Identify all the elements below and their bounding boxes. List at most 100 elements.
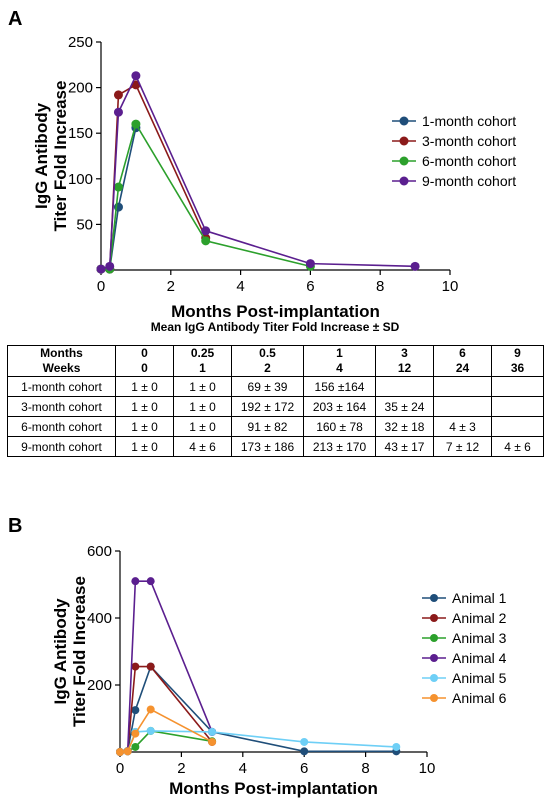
data-point <box>116 748 124 756</box>
table-cell: 4 ± 6 <box>491 436 544 457</box>
table-cell: 156 ±164 <box>303 376 376 397</box>
table-cell: 35 ± 24 <box>375 396 434 417</box>
table-cell <box>375 376 434 397</box>
table-cell: 32 ± 18 <box>375 416 434 437</box>
y-axis-title: IgG Antibody Titer Fold Increase <box>51 576 89 727</box>
header-weeks-5: 12 <box>397 361 412 375</box>
legend-label: 1-month cohort <box>422 113 516 129</box>
legend-marker <box>430 614 438 622</box>
legend-marker <box>399 156 409 166</box>
table-cell <box>491 376 544 397</box>
panel-a-letter: A <box>8 8 23 30</box>
x-tick-label: 6 <box>306 278 314 295</box>
data-point <box>131 706 140 715</box>
table-row: 6-month cohort 1 ± 0 1 ± 0 91 ± 82 160 ±… <box>7 416 544 437</box>
table-cell: 7 ± 12 <box>433 436 492 457</box>
table-row: 3-month cohort 1 ± 0 1 ± 0 192 ± 172 203… <box>7 396 544 417</box>
data-point <box>113 182 123 192</box>
table-cell <box>491 416 544 437</box>
header-months-1: 0 <box>141 346 148 360</box>
legend-label: Animal 4 <box>452 650 507 666</box>
table-cell <box>491 396 544 417</box>
legend-label: 9-month cohort <box>422 173 516 189</box>
header-weeks-1: 0 <box>141 361 148 375</box>
data-point <box>208 737 217 746</box>
header-cell: 6 24 <box>433 345 492 377</box>
y-tick-label: 600 <box>87 543 112 560</box>
y-axis-title-line: Titer Fold Increase <box>51 81 70 232</box>
data-point <box>146 705 155 714</box>
table-cell: 91 ± 82 <box>231 416 304 437</box>
y-axis-title-line: IgG Antibody <box>51 598 70 705</box>
header-weeks-4: 4 <box>336 361 343 375</box>
x-axis-title: Months Post-implantation <box>169 779 378 798</box>
table-cell: 9-month cohort <box>7 436 116 457</box>
header-weeks-6: 24 <box>455 361 470 375</box>
table-cell <box>433 376 492 397</box>
x-tick-label: 2 <box>167 278 175 295</box>
y-tick-label: 200 <box>87 677 112 694</box>
table-cell: 160 ± 78 <box>303 416 376 437</box>
table-row: 9-month cohort 1 ± 0 4 ± 6 173 ± 186 213… <box>7 436 544 457</box>
y-axis-title: IgG Antibody Titer Fold Increase <box>32 81 70 232</box>
data-point <box>131 742 140 751</box>
header-months-0: Months <box>40 346 83 360</box>
legend-marker <box>430 654 438 662</box>
legend-label: 3-month cohort <box>422 133 516 149</box>
table-title: Mean IgG Antibody Titer Fold Increase ± … <box>150 320 400 334</box>
x-tick-label: 10 <box>419 760 436 777</box>
data-point <box>201 236 211 246</box>
header-weeks-7: 36 <box>510 361 525 375</box>
table-cell: 43 ± 17 <box>375 436 434 457</box>
x-tick-label: 4 <box>239 760 247 777</box>
data-point <box>123 747 132 756</box>
header-cell: 9 36 <box>491 345 544 377</box>
header-weeks-0: Weeks <box>42 361 81 375</box>
table-cell: 203 ± 164 <box>303 396 376 417</box>
y-axis-title-line: IgG Antibody <box>32 102 51 209</box>
header-months-6: 6 <box>459 346 466 360</box>
header-months-7: 9 <box>514 346 521 360</box>
header-weeks-3: 2 <box>264 361 271 375</box>
header-months-5: 3 <box>401 346 408 360</box>
data-point <box>410 261 420 271</box>
table-cell: 1 ± 0 <box>115 396 174 417</box>
data-point <box>146 726 155 735</box>
chart-b: 0 2 4 6 8 10 200 400 600 Months Post-implantation… <box>51 543 507 798</box>
table-cell: 1-month cohort <box>7 376 116 397</box>
header-weeks-2: 1 <box>199 361 206 375</box>
table-cell: 1 ± 0 <box>115 436 174 457</box>
table-cell <box>433 396 492 417</box>
table-cell: 4 ± 6 <box>173 436 232 457</box>
data-point <box>131 119 141 129</box>
table-cell: 192 ± 172 <box>231 396 304 417</box>
legend-marker <box>430 674 438 682</box>
x-tick-label: 10 <box>442 278 459 295</box>
x-tick-label: 8 <box>361 760 369 777</box>
legend-marker <box>399 176 409 186</box>
data-point <box>208 727 217 736</box>
table-cell: 1 ± 0 <box>115 416 174 437</box>
legend-label: Animal 3 <box>452 630 507 646</box>
legend-label: Animal 2 <box>452 610 507 626</box>
series-line <box>101 127 137 270</box>
legend-label: 6-month cohort <box>422 153 516 169</box>
data-point <box>113 107 123 117</box>
legend-label: Animal 5 <box>452 670 507 686</box>
y-axis-title-line: Titer Fold Increase <box>70 576 89 727</box>
panel-b-letter: B <box>8 515 23 537</box>
data-point <box>131 662 140 671</box>
legend-marker <box>430 594 438 602</box>
y-tick-label: 150 <box>68 125 93 142</box>
data-point <box>300 737 309 746</box>
y-tick-label: 100 <box>68 171 93 188</box>
data-point <box>131 71 141 81</box>
header-cell: Months Weeks <box>7 345 116 377</box>
legend-marker <box>399 136 409 146</box>
table-cell: 1 ± 0 <box>115 376 174 397</box>
x-tick-label: 4 <box>236 278 244 295</box>
header-months-3: 0.5 <box>259 346 276 360</box>
table-cell: 1 ± 0 <box>173 396 232 417</box>
